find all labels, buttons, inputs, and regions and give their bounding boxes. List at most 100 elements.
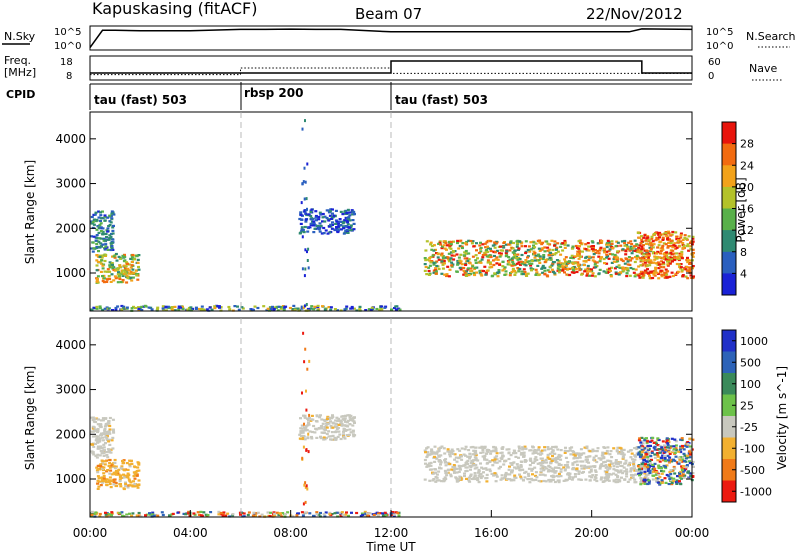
scatter-cell: [476, 459, 480, 462]
scatter-cell: [557, 466, 561, 469]
scatter-cell: [686, 443, 690, 446]
scatter-cell: [575, 463, 579, 466]
scatter-cell: [679, 255, 683, 258]
scatter-cell: [588, 450, 592, 453]
scatter-cell: [339, 228, 343, 231]
scatter-cell: [549, 470, 552, 473]
scatter-cell: [305, 448, 308, 452]
scatter-cell: [649, 259, 653, 262]
scatter-cell: [532, 241, 536, 244]
scatter-cell: [501, 455, 505, 458]
scatter-cell: [95, 245, 99, 249]
scatter-cell: [657, 267, 661, 270]
scatter-cell: [107, 480, 111, 483]
scatter-cell: [543, 246, 547, 249]
scatter-cell: [445, 244, 449, 247]
scatter-cell: [499, 478, 503, 481]
scatter-cell: [538, 241, 542, 244]
scatter-cell: [675, 262, 679, 266]
scatter-cell: [338, 420, 342, 423]
scatter-cell: [477, 481, 481, 484]
scatter-cell: [364, 512, 368, 515]
scatter-cell: [102, 454, 106, 457]
scatter-cell: [322, 418, 326, 422]
scatter-cell: [112, 213, 116, 216]
scatter-cell: [137, 268, 141, 271]
scatter-cell: [260, 513, 264, 516]
scatter-cell: [334, 209, 338, 212]
scatter-cell: [395, 308, 398, 311]
scatter-cell: [549, 478, 553, 482]
scatter-cell: [520, 241, 524, 244]
scatter-cell: [654, 268, 658, 271]
scatter-cell: [666, 263, 670, 266]
scatter-cell: [651, 468, 655, 471]
scatter-cell: [529, 264, 533, 267]
scatter-cell: [98, 515, 102, 518]
scatter-cell: [102, 477, 106, 480]
scatter-cell: [299, 430, 303, 433]
scatter-cell: [92, 306, 96, 309]
scatter-cell: [553, 452, 557, 455]
scatter-cell: [447, 241, 451, 244]
scatter-cell: [483, 265, 487, 268]
scatter-cell: [646, 235, 650, 238]
x-tick-label: 12:00: [374, 526, 409, 540]
scatter-cell: [482, 446, 486, 450]
scatter-cell: [95, 234, 99, 237]
scatter-cell: [656, 455, 660, 458]
scatter-cell: [104, 232, 108, 235]
freq-tick-bottom: 8: [66, 71, 72, 82]
scatter-cell: [99, 463, 103, 466]
scatter-cell: [549, 447, 553, 450]
scatter-cell: [97, 447, 101, 450]
scatter-cell: [526, 477, 530, 481]
scatter-cell: [674, 447, 678, 450]
scatter-cell: [107, 449, 111, 452]
scatter-cell: [479, 261, 483, 264]
scatter-cell: [648, 274, 651, 277]
scatter-cell: [107, 479, 111, 482]
scatter-cell: [684, 457, 688, 460]
scatter-cell: [97, 477, 101, 480]
scatter-cell: [548, 265, 552, 268]
scatter-cell: [657, 448, 661, 451]
scatter-cell: [473, 474, 477, 477]
scatter-cell: [626, 245, 630, 248]
scatter-cell: [507, 451, 511, 454]
scatter-cell: [533, 460, 537, 463]
scatter-cell: [546, 470, 550, 473]
colorbar-tick-label: -1000: [740, 485, 772, 498]
scatter-cell: [110, 210, 114, 213]
scatter-cell: [337, 430, 341, 433]
scatter-cell: [322, 438, 326, 441]
scatter-cell: [134, 472, 138, 475]
scatter-cell: [526, 472, 530, 475]
scatter-cell: [641, 257, 644, 260]
scatter-cell: [559, 245, 563, 248]
scatter-cell: [102, 452, 106, 455]
scatter-cell: [105, 454, 109, 457]
scatter-cell: [640, 467, 643, 470]
scatter-cell: [651, 240, 655, 243]
scatter-cell: [466, 267, 470, 270]
scatter-cell: [672, 480, 676, 483]
scatter-cell: [688, 453, 692, 456]
scatter-cell: [606, 469, 610, 472]
scatter-cell: [571, 450, 575, 453]
scatter-cell: [534, 273, 538, 276]
scatter-cell: [606, 446, 610, 449]
scatter-cell: [132, 475, 136, 478]
scatter-cell: [622, 448, 626, 451]
time-xlabel: Time UT: [365, 540, 416, 554]
scatter-cell: [127, 275, 131, 278]
scatter-cell: [104, 513, 108, 516]
scatter-cell: [310, 414, 314, 417]
scatter-cell: [620, 476, 623, 479]
scatter-cell: [128, 512, 131, 515]
scatter-cell: [329, 308, 333, 311]
scatter-cell: [626, 263, 630, 266]
scatter-cell: [639, 441, 643, 444]
scatter-cell: [625, 267, 629, 270]
scatter-cell: [473, 467, 477, 470]
